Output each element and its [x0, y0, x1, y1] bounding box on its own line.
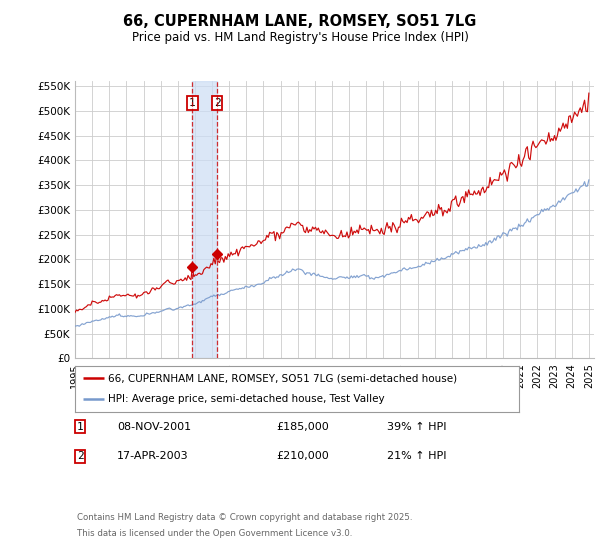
Text: HPI: Average price, semi-detached house, Test Valley: HPI: Average price, semi-detached house,…	[108, 394, 385, 404]
Text: 66, CUPERNHAM LANE, ROMSEY, SO51 7LG (semi-detached house): 66, CUPERNHAM LANE, ROMSEY, SO51 7LG (se…	[108, 373, 457, 383]
Text: This data is licensed under the Open Government Licence v3.0.: This data is licensed under the Open Gov…	[77, 529, 352, 538]
Text: 66, CUPERNHAM LANE, ROMSEY, SO51 7LG: 66, CUPERNHAM LANE, ROMSEY, SO51 7LG	[124, 14, 476, 29]
Text: 2: 2	[214, 99, 220, 109]
Text: Contains HM Land Registry data © Crown copyright and database right 2025.: Contains HM Land Registry data © Crown c…	[77, 513, 412, 522]
Text: £210,000: £210,000	[276, 451, 329, 461]
Text: 17-APR-2003: 17-APR-2003	[117, 451, 188, 461]
Text: 39% ↑ HPI: 39% ↑ HPI	[387, 422, 446, 432]
Bar	[193, 81, 217, 358]
Text: 2: 2	[77, 451, 83, 461]
Text: £185,000: £185,000	[276, 422, 329, 432]
Text: 1: 1	[189, 99, 196, 109]
Text: 08-NOV-2001: 08-NOV-2001	[117, 422, 191, 432]
Text: Price paid vs. HM Land Registry's House Price Index (HPI): Price paid vs. HM Land Registry's House …	[131, 31, 469, 44]
Text: 1: 1	[77, 422, 83, 432]
Text: 21% ↑ HPI: 21% ↑ HPI	[387, 451, 446, 461]
